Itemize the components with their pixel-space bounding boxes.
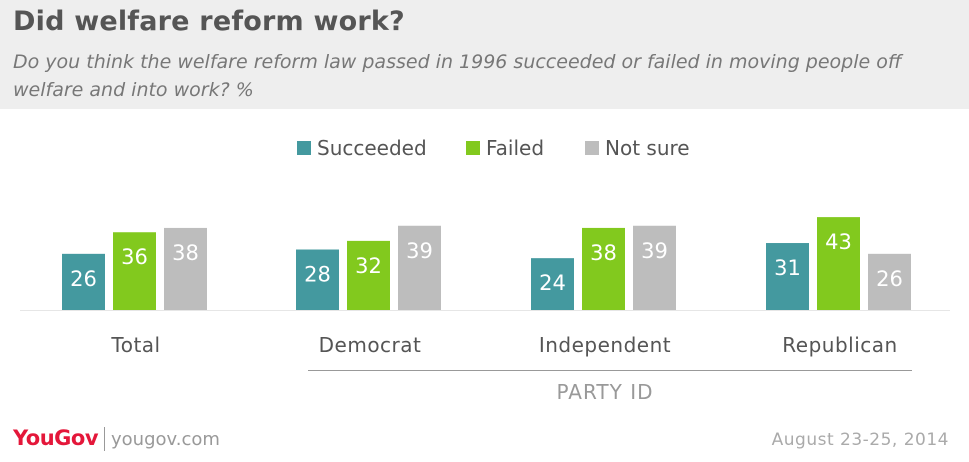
bar-chart: Succeeded Failed Not sure 26 36 38 Total 28 32 39… bbox=[20, 136, 950, 404]
bar-total-succeeded bbox=[62, 253, 105, 310]
data-label-republican-succeeded: 31 bbox=[774, 256, 801, 280]
bar-democrat-failed bbox=[347, 240, 390, 310]
category-label-democrat: Democrat bbox=[319, 333, 422, 357]
category-label-independent: Independent bbox=[539, 333, 671, 357]
data-label-republican-failed: 43 bbox=[825, 230, 852, 254]
data-label-democrat-failed: 32 bbox=[355, 254, 382, 278]
legend-label-succeeded: Succeeded bbox=[317, 136, 427, 160]
legend-swatch-not-sure bbox=[585, 141, 599, 155]
data-label-independent-succeeded: 24 bbox=[539, 271, 566, 295]
chart-title: Did welfare reform work? bbox=[13, 6, 405, 37]
legend-label-not-sure: Not sure bbox=[605, 136, 690, 160]
bar-democrat-succeeded bbox=[296, 249, 339, 310]
bar-total-failed bbox=[113, 232, 156, 310]
chart-subtitle: Do you think the welfare reform law pass… bbox=[13, 51, 902, 101]
legend-swatch-failed bbox=[466, 141, 480, 155]
bar-independent-failed bbox=[582, 227, 625, 310]
bar-democrat-not-sure bbox=[398, 225, 441, 310]
bar-republican-succeeded bbox=[766, 243, 809, 310]
data-label-independent-not-sure: 39 bbox=[641, 239, 668, 263]
legend-label-failed: Failed bbox=[486, 136, 544, 160]
bar-total-not-sure bbox=[164, 227, 207, 310]
footer-site-link[interactable]: yougov.com bbox=[111, 429, 220, 450]
header: Did welfare reform work? Do you think th… bbox=[0, 0, 969, 109]
legend-swatch-succeeded bbox=[297, 141, 311, 155]
bar-independent-succeeded bbox=[531, 258, 574, 310]
yougov-logo: YouGov bbox=[13, 426, 99, 450]
footer-divider bbox=[104, 427, 105, 451]
bar-independent-not-sure bbox=[633, 225, 676, 310]
data-label-democrat-not-sure: 39 bbox=[406, 239, 433, 263]
bar-republican-failed bbox=[817, 217, 860, 310]
category-label-total: Total bbox=[110, 333, 160, 357]
data-label-democrat-succeeded: 28 bbox=[304, 263, 331, 287]
survey-date: August 23-25, 2014 bbox=[771, 430, 949, 450]
category-label-republican: Republican bbox=[782, 333, 897, 357]
data-label-total-failed: 36 bbox=[121, 245, 148, 269]
group-label-party-id: PARTY ID bbox=[557, 380, 654, 404]
data-label-independent-failed: 38 bbox=[590, 241, 617, 265]
data-label-republican-not-sure: 26 bbox=[876, 267, 903, 291]
data-label-total-not-sure: 38 bbox=[172, 241, 199, 265]
bar-republican-not-sure bbox=[868, 253, 911, 310]
data-label-total-succeeded: 26 bbox=[70, 267, 97, 291]
